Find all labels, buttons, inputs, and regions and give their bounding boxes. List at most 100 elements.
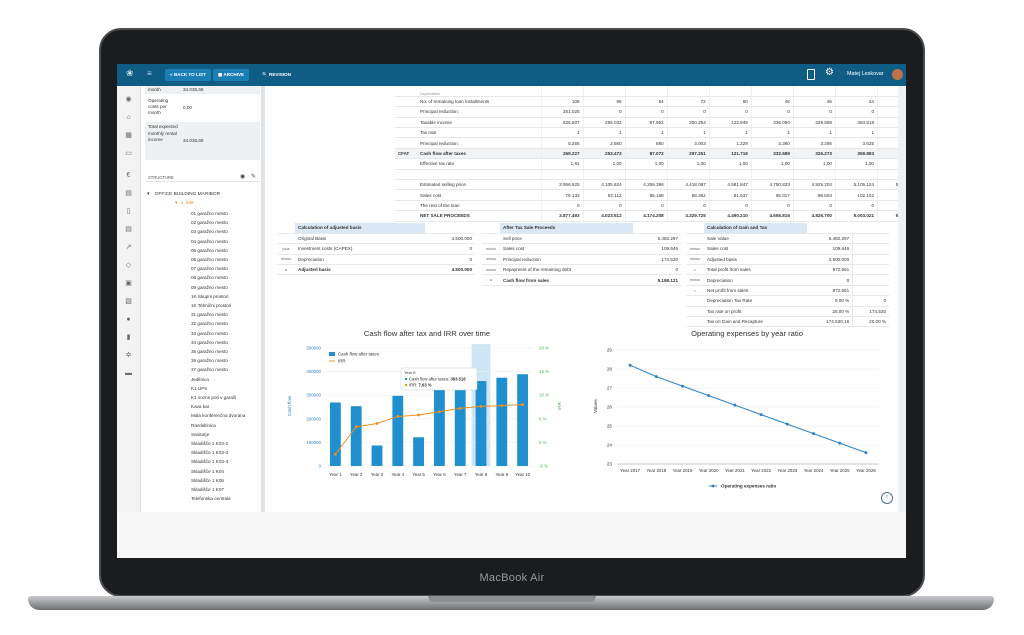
- keyboard-icon[interactable]: ▬: [125, 370, 132, 377]
- home-icon[interactable]: ⌂: [126, 114, 131, 121]
- tree-item[interactable]: 1K Skupni prostori: [191, 293, 229, 299]
- legend-entry[interactable]: IRR: [338, 359, 346, 364]
- euro-icon[interactable]: €: [126, 172, 131, 179]
- scroll-to-top-icon[interactable]: ↑: [881, 492, 893, 504]
- opex-point[interactable]: [812, 432, 815, 436]
- lock-icon[interactable]: ▮: [126, 334, 131, 341]
- bar[interactable]: [413, 437, 425, 466]
- payments-icon[interactable]: ▭: [125, 150, 132, 157]
- tree-item[interactable]: Kava bar: [191, 404, 210, 410]
- tree-item[interactable]: 01 garažno mesto: [191, 211, 228, 216]
- tree-item[interactable]: 32 garažno mesto: [191, 321, 228, 327]
- opex-point[interactable]: [785, 422, 789, 426]
- bar[interactable]: [392, 395, 404, 466]
- bar[interactable]: [433, 387, 445, 466]
- print-icon[interactable]: ▣: [125, 280, 132, 287]
- tree-item[interactable]: Mala konferenčna dvorana: [191, 413, 246, 419]
- view-icon[interactable]: ◉: [240, 174, 246, 180]
- irr-point[interactable]: [396, 415, 400, 418]
- calendar-icon[interactable]: ▦: [125, 132, 132, 139]
- tree-root[interactable]: ▾ OFFICE BUILDING MARIBOR: [147, 192, 220, 197]
- irr-point[interactable]: [521, 403, 524, 407]
- tree-item[interactable]: 03 garažno mesto: [191, 229, 228, 235]
- bar[interactable]: [454, 388, 466, 466]
- file-icon[interactable]: ▯: [126, 208, 131, 215]
- chart-icon[interactable]: ↗: [125, 244, 132, 251]
- opex-point[interactable]: [838, 441, 842, 445]
- dashboard-icon[interactable]: ◉: [125, 96, 132, 103]
- tree-item[interactable]: Skladišče 1 K03-4: [191, 459, 229, 465]
- tree-item[interactable]: 07 garažno mesto: [191, 266, 228, 272]
- document-icon[interactable]: [807, 69, 815, 80]
- opex-point[interactable]: [681, 384, 684, 388]
- bar[interactable]: [475, 381, 487, 466]
- tree-item[interactable]: 05 garažno mesto: [191, 247, 228, 253]
- legend-entry[interactable]: Cash flow after taxes: [338, 352, 380, 357]
- tree-item[interactable]: 35 garažno mesto: [191, 349, 228, 354]
- tree-item[interactable]: 1K Tehnični prostori: [191, 303, 232, 308]
- diamond-icon[interactable]: ◇: [125, 262, 132, 269]
- tree-item[interactable]: K1 vozne poti v garaži: [191, 395, 237, 400]
- bar[interactable]: [329, 402, 341, 466]
- export-icon[interactable]: ▧: [125, 298, 132, 305]
- tree-item[interactable]: Skladišče 1 K03-2: [191, 441, 229, 446]
- cell-value: 0: [666, 106, 710, 118]
- bar[interactable]: [371, 445, 383, 466]
- tree-item[interactable]: Skladišče 1 K04: [191, 468, 224, 474]
- tree-item[interactable]: 31 garažno mesto: [191, 312, 228, 318]
- avatar[interactable]: [892, 69, 903, 80]
- tree-item[interactable]: Jedilnica: [191, 376, 209, 382]
- tree-item[interactable]: 36 garažno mesto: [191, 358, 228, 364]
- archive-button[interactable]: ▦ ARCHIVE: [213, 69, 250, 81]
- tree-item[interactable]: Skladišče 1 K03-3: [191, 450, 229, 456]
- irr-point[interactable]: [500, 404, 504, 407]
- tree-item[interactable]: 04 garažno mesto: [191, 238, 228, 244]
- back-to-list-button[interactable]: « BACK TO LIST: [165, 69, 211, 81]
- tree-selected[interactable]: ▾ 1. klet: [175, 201, 194, 206]
- opex-point[interactable]: [733, 403, 737, 407]
- irr-point[interactable]: [479, 404, 483, 408]
- app-logo-icon[interactable]: ❀: [126, 68, 134, 78]
- menu-icon[interactable]: ≡: [147, 69, 152, 78]
- cogs-icon[interactable]: ✲: [125, 352, 132, 359]
- report-icon[interactable]: ▤: [125, 226, 132, 233]
- user-icon[interactable]: ●: [126, 316, 131, 323]
- tree-item[interactable]: K1 UPS: [191, 385, 208, 391]
- opex-point[interactable]: [707, 394, 711, 398]
- opex-point[interactable]: [864, 451, 868, 455]
- tree-item[interactable]: 34 garažno mesto: [191, 339, 228, 345]
- tree-item[interactable]: 33 garažno mesto: [191, 330, 228, 336]
- scrollbar[interactable]: [898, 86, 906, 512]
- map-icon[interactable]: ▤: [125, 190, 132, 197]
- legend-entry[interactable]: Operating expenses ratio: [721, 484, 776, 489]
- bar[interactable]: [350, 406, 362, 466]
- irr-point[interactable]: [438, 410, 441, 414]
- tree-item[interactable]: 06 garažno mesto: [191, 257, 228, 262]
- tree-item[interactable]: 09 garažno mesto: [191, 284, 228, 290]
- irr-point[interactable]: [458, 407, 462, 410]
- irr-point[interactable]: [354, 425, 358, 429]
- irr-point[interactable]: [417, 413, 420, 417]
- irr-point[interactable]: [375, 422, 379, 425]
- bar[interactable]: [517, 374, 529, 466]
- row-value: 174.530,16: [806, 316, 853, 328]
- tree-item[interactable]: Skladišče 1 K05: [191, 477, 224, 483]
- irr-point[interactable]: [334, 452, 337, 456]
- revision-button[interactable]: 🔍 REVISION: [262, 72, 291, 77]
- tree-item[interactable]: Sanitarje: [191, 431, 210, 437]
- opex-point[interactable]: [628, 363, 632, 367]
- user-name[interactable]: Matej Leskovar: [847, 71, 884, 77]
- tree-item[interactable]: Razdelilnica: [191, 422, 216, 428]
- bar[interactable]: [496, 377, 508, 466]
- edit-icon[interactable]: ✎: [251, 174, 257, 180]
- tree-item[interactable]: Skladišče 1 K07: [191, 487, 224, 492]
- tree-item[interactable]: 08 garažno mesto: [191, 275, 228, 281]
- settings-icon[interactable]: ⚙: [825, 67, 834, 78]
- tree-item[interactable]: 02 garažno mesto: [191, 220, 228, 226]
- opex-point[interactable]: [759, 413, 763, 417]
- gain-tax-table: Calculation of Gain and Tax Sale Value 5.4…: [686, 223, 889, 328]
- opex-point[interactable]: [654, 375, 658, 379]
- tree-item[interactable]: 37 garažno mesto: [191, 367, 228, 373]
- x-tick-label: Year 2021: [725, 468, 745, 473]
- tree-item[interactable]: Telefonska centrala: [191, 496, 231, 502]
